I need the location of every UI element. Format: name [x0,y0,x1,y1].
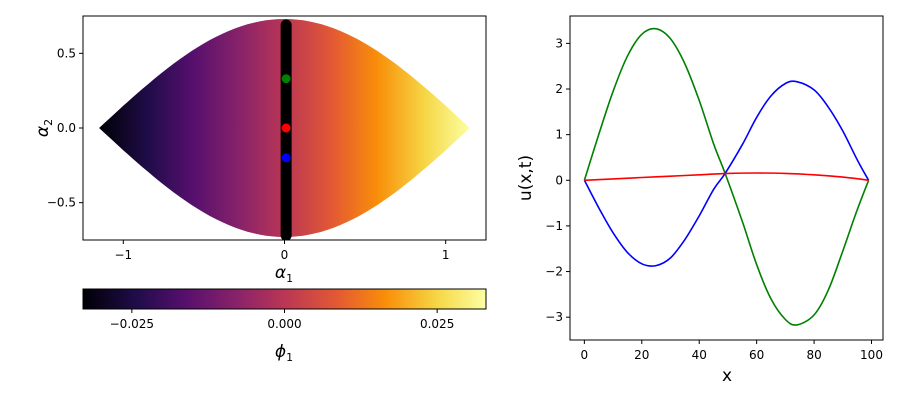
colorbar-tick-label: 0.000 [267,317,301,331]
colorbar-tick-label: −0.025 [110,317,154,331]
line-xtick-label: 60 [749,348,764,362]
scatter-panel: −1 0 1 −0.5 0.0 0.5 α1 α2 [33,15,487,285]
scatter-xtick-label: 1 [442,248,450,262]
line-ytick-label: 1 [555,128,563,142]
highlight-point-2 [281,153,291,163]
series-line-0 [583,27,870,326]
line-axes-frame [569,15,884,341]
scatter-ytick-label: −0.5 [47,196,76,210]
line-xtick-label: 80 [806,348,821,362]
line-xtick-label: 100 [860,348,883,362]
line-xtick-label: 40 [692,348,707,362]
line-xtick-label: 20 [634,348,649,362]
scatter-ytick-label: 0.0 [57,121,76,135]
line-ytick-label: 0 [555,173,563,187]
line-ylabel: u(x,t) [516,155,536,201]
colorbar: −0.025 0.000 0.025 ϕ1 [82,288,487,364]
scatter-ylabel: α2 [33,119,55,137]
scatter-xlabel: α1 [275,263,293,285]
line-xtick-label: 0 [581,348,589,362]
scatter-xtick-label: 0 [281,248,289,262]
line-ytick-label: −2 [545,265,563,279]
highlight-point-1 [281,123,291,133]
line-ytick-label: 2 [555,82,563,96]
line-xlabel: x [722,366,732,386]
series-line-2 [584,172,869,182]
line-ytick-label: −3 [545,310,563,324]
colorbar-tick-label: 0.025 [420,317,454,331]
colorbar-gradient [82,288,487,310]
line-ytick-label: −1 [545,219,563,233]
highlight-point-0 [281,74,291,84]
colorbar-label: ϕ1 [275,342,293,364]
scatter-ytick-label: 0.5 [57,46,76,60]
line-panel: 0 20 40 60 80 100 −3 −2 −1 0 1 2 3 x u(x,t) [516,15,884,386]
line-ytick-label: 3 [555,36,563,50]
scatter-xtick-label: −1 [114,248,132,262]
